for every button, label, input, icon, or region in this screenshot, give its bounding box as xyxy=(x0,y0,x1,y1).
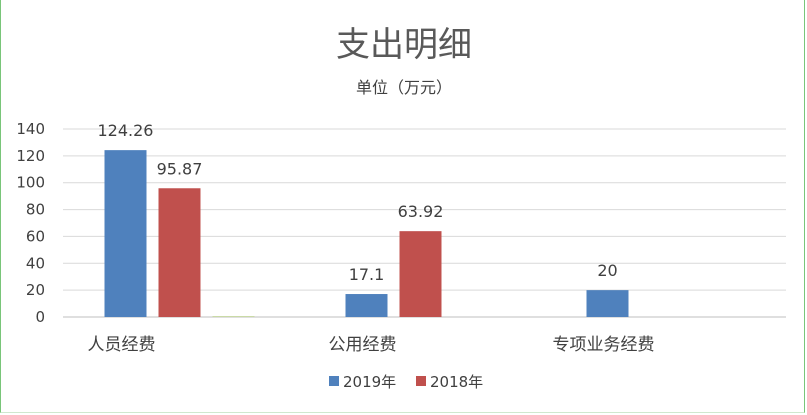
bar xyxy=(586,290,629,317)
y-tick-label: 120 xyxy=(16,147,45,165)
bar xyxy=(399,231,442,317)
y-tick-label: 140 xyxy=(16,120,45,138)
data-label: 17.1 xyxy=(349,265,385,284)
x-category-label: 人员经费 xyxy=(88,335,156,355)
y-axis: 0 20 40 60 80 100 120 140 xyxy=(16,120,45,326)
bar xyxy=(158,188,201,317)
data-label: 124.26 xyxy=(98,121,154,140)
legend-swatch xyxy=(329,376,339,386)
y-tick-label: 40 xyxy=(26,254,45,272)
x-category-label: 专项业务经费 xyxy=(553,335,655,355)
y-tick-label: 0 xyxy=(35,308,45,326)
bar xyxy=(212,316,255,317)
data-label: 20 xyxy=(597,261,617,280)
x-category-label: 公用经费 xyxy=(329,335,397,355)
data-labels: 124.26 17.1 20 95.87 63.92 xyxy=(98,121,618,284)
x-axis: 人员经费 公用经费 专项业务经费 xyxy=(88,335,655,355)
y-tick-label: 20 xyxy=(26,281,45,299)
data-label: 63.92 xyxy=(398,202,444,221)
chart-subtitle: 单位（万元） xyxy=(356,78,452,97)
legend-label: 2018年 xyxy=(430,373,483,391)
legend-swatch xyxy=(416,376,426,386)
y-tick-label: 60 xyxy=(26,227,45,245)
bars xyxy=(104,150,629,317)
y-tick-label: 80 xyxy=(26,201,45,219)
data-label: 95.87 xyxy=(157,159,203,178)
bar xyxy=(345,294,388,317)
legend-label: 2019年 xyxy=(343,373,396,391)
bar xyxy=(104,150,147,317)
chart-title: 支出明细 xyxy=(336,25,472,65)
legend: 2019年 2018年 xyxy=(329,373,483,391)
y-tick-label: 100 xyxy=(16,174,45,192)
